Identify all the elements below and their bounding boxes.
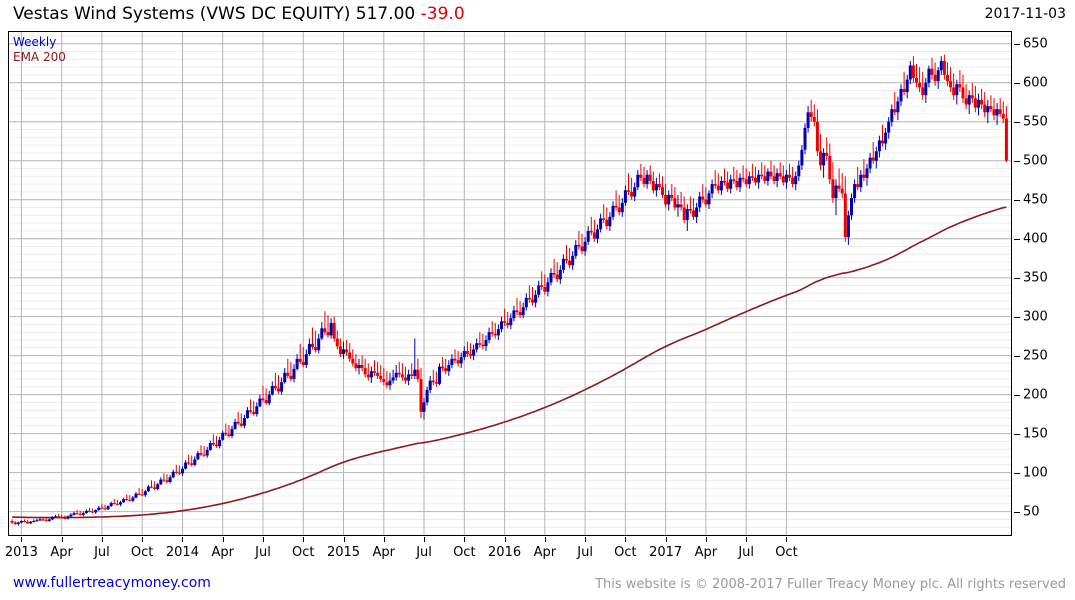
x-axis-label: Oct <box>614 545 637 560</box>
y-axis-tick <box>1014 199 1020 201</box>
y-axis-tick <box>1014 121 1020 123</box>
x-axis-label: Jul <box>738 545 755 560</box>
copyright-notice: This website is © 2008-2017 Fuller Treac… <box>595 577 1066 592</box>
y-axis-tick <box>1014 160 1020 162</box>
y-axis-label: 450 <box>1023 192 1048 208</box>
y-axis-tick <box>1014 277 1020 279</box>
x-axis-tick <box>383 537 385 542</box>
y-axis-tick <box>1014 355 1020 357</box>
x-axis: 2013 Apr Jul Oct 2014 Apr Jul Oct 2015 Apr Jul Oct 2… <box>4 537 1012 563</box>
x-axis-label: 2016 <box>488 545 522 560</box>
site-url[interactable]: www.fullertreacymoney.com <box>13 575 211 591</box>
y-axis-label: 500 <box>1023 153 1048 169</box>
x-axis-label: Apr <box>211 545 234 560</box>
x-axis-label: Jul <box>416 545 432 560</box>
x-axis-tick <box>786 537 788 542</box>
x-axis-label: 2015 <box>326 545 361 560</box>
price-change: -39.0 <box>420 4 465 24</box>
x-axis-tick <box>585 537 587 542</box>
x-axis-tick <box>262 537 264 542</box>
y-axis-label: 50 <box>1023 504 1040 520</box>
x-axis-tick <box>182 537 184 542</box>
x-axis-tick <box>424 537 426 542</box>
y-axis-label: 350 <box>1023 270 1048 286</box>
x-axis-label: Jul <box>94 545 110 560</box>
x-axis-label: 2017 <box>649 545 683 560</box>
x-axis-label: Oct <box>292 545 315 560</box>
page-title: Vestas Wind Systems (VWS DC EQUITY) 517.… <box>13 4 465 24</box>
x-axis-label: Oct <box>130 545 154 560</box>
y-axis-tick <box>1014 511 1020 513</box>
x-axis-tick <box>705 537 707 542</box>
y-axis-tick <box>1014 433 1020 435</box>
x-axis-tick <box>504 537 506 542</box>
x-axis-tick <box>61 537 63 542</box>
x-axis-tick <box>142 537 144 542</box>
x-axis-label: Apr <box>50 545 73 560</box>
x-axis-tick <box>343 537 345 542</box>
x-axis-label: 2014 <box>165 545 199 560</box>
x-axis-label: Jul <box>577 545 593 560</box>
x-axis-tick <box>464 537 466 542</box>
y-axis-tick <box>1014 472 1020 474</box>
chart-plot-area[interactable]: Weekly EMA 200 <box>8 31 1012 536</box>
title-bar: Vestas Wind Systems (VWS DC EQUITY) 517.… <box>0 0 1075 28</box>
y-axis-tick <box>1014 43 1020 45</box>
x-axis-label: Oct <box>453 545 476 560</box>
instrument-title: Vestas Wind Systems (VWS DC EQUITY) 517.… <box>13 4 416 24</box>
y-axis-label: 250 <box>1023 348 1048 364</box>
x-axis-tick <box>101 537 103 542</box>
y-axis-label: 150 <box>1023 426 1048 442</box>
x-axis-label: 2013 <box>4 545 38 560</box>
x-axis-tick <box>746 537 748 542</box>
y-axis-label: 550 <box>1023 114 1048 130</box>
x-axis-tick <box>21 537 23 542</box>
price-chart-canvas <box>9 32 1011 535</box>
y-axis-label: 300 <box>1023 309 1048 325</box>
y-axis-label: 200 <box>1023 387 1048 403</box>
y-axis-label: 100 <box>1023 465 1048 481</box>
x-axis-tick <box>222 537 224 542</box>
x-axis-label: Apr <box>372 545 396 560</box>
quote-date: 2017-11-03 <box>984 6 1066 22</box>
x-axis-tick <box>625 537 627 542</box>
x-axis-tick <box>665 537 667 542</box>
x-axis-tick <box>544 537 546 542</box>
y-axis-tick <box>1014 394 1020 396</box>
y-axis-label: 650 <box>1023 36 1048 52</box>
y-axis-tick <box>1014 316 1020 318</box>
y-axis-tick <box>1014 82 1020 84</box>
y-axis-label: 400 <box>1023 231 1048 247</box>
y-axis-tick <box>1014 238 1020 240</box>
x-axis-tick <box>303 537 305 542</box>
x-axis-label: Oct <box>775 545 798 560</box>
x-axis-label: Jul <box>255 545 271 560</box>
x-axis-label: Apr <box>533 545 557 560</box>
footer-bar: www.fullertreacymoney.com This website i… <box>0 572 1075 600</box>
x-axis-label: Apr <box>694 545 718 560</box>
y-axis-label: 600 <box>1023 75 1048 91</box>
y-axis: 50 100 150 200 250 300 350 400 450 500 550 600 650 <box>1014 31 1075 536</box>
